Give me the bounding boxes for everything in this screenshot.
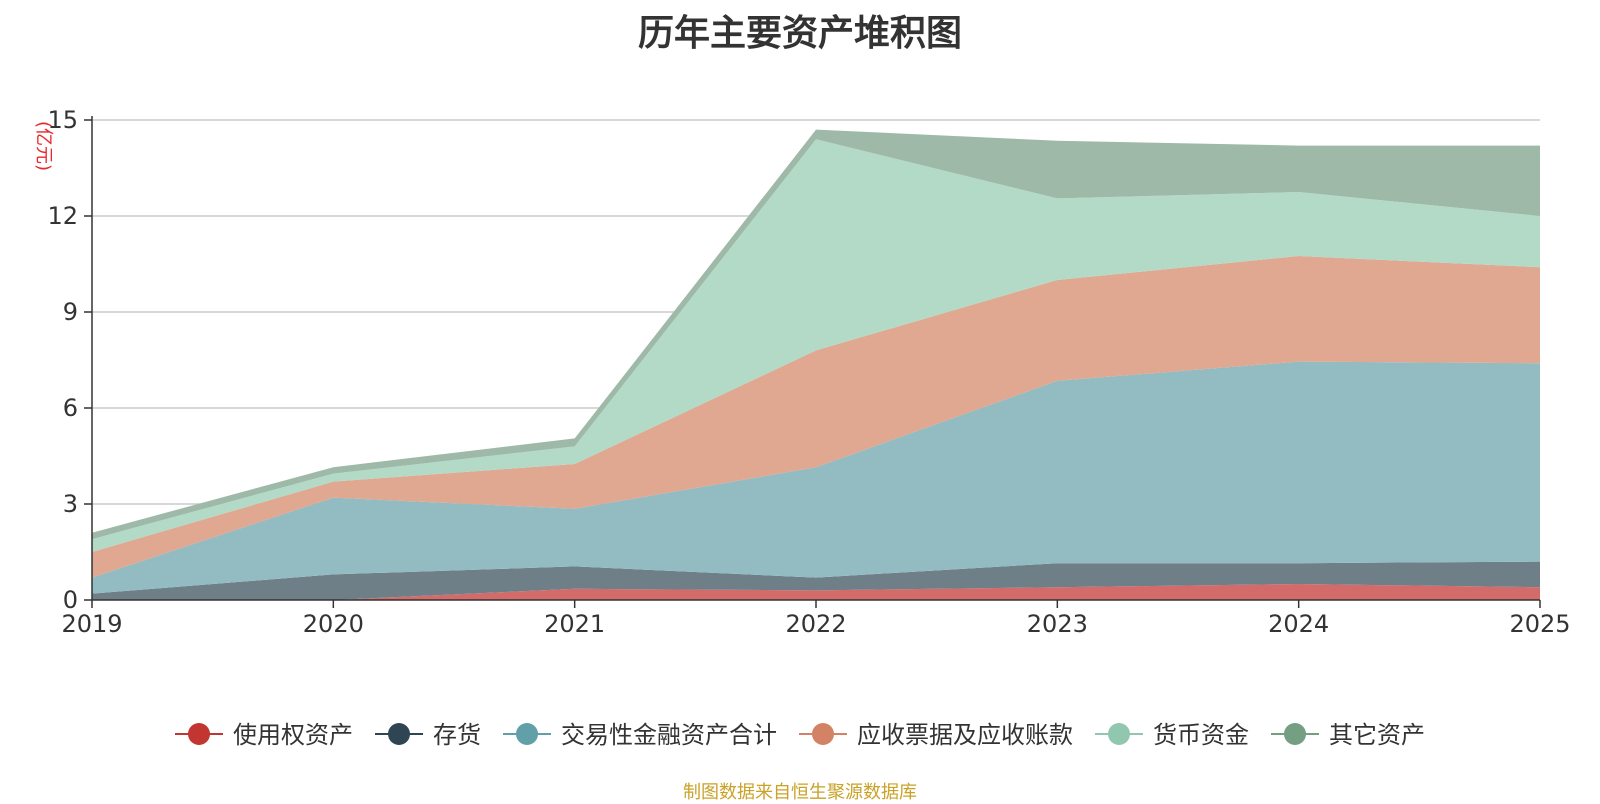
area-series-1: [92, 584, 1540, 600]
x-tick-label: 2021: [544, 610, 605, 638]
legend-item-5[interactable]: 货币资金: [1095, 721, 1249, 749]
y-tick-label: 9: [63, 298, 78, 326]
legend-item-2[interactable]: 存货: [375, 721, 481, 749]
y-tick-label: 3: [63, 490, 78, 518]
legend-marker: [1108, 723, 1130, 745]
legend-label: 交易性金融资产合计: [561, 721, 777, 749]
y-axis-unit-label: (亿元): [33, 121, 54, 171]
legend-marker: [188, 723, 210, 745]
source-note: 制图数据来自恒生聚源数据库: [683, 782, 917, 803]
y-tick-label: 6: [63, 394, 78, 422]
legend-item-6[interactable]: 其它资产: [1271, 721, 1425, 749]
area-series-6: [92, 129, 1540, 540]
legend-label: 货币资金: [1153, 721, 1249, 749]
y-tick-label: 15: [47, 106, 78, 134]
y-tick-label: 12: [47, 202, 78, 230]
area-series-5: [92, 139, 1540, 552]
legend-label: 存货: [433, 721, 481, 749]
legend-marker: [812, 723, 834, 745]
area-series-2: [92, 561, 1540, 600]
legend: 使用权资产 存货 交易性金融资产合计 应收票据及应收账款 货币资金 其它资产: [175, 721, 1425, 749]
legend-label: 使用权资产: [233, 721, 353, 749]
legend-label: 应收票据及应收账款: [857, 721, 1073, 749]
legend-item-3[interactable]: 交易性金融资产合计: [503, 721, 777, 749]
legend-marker: [1284, 723, 1306, 745]
x-tick-label: 2019: [61, 610, 122, 638]
x-tick-label: 2025: [1509, 610, 1570, 638]
y-tick-label: 0: [63, 586, 78, 614]
chart-title: 历年主要资产堆积图: [637, 13, 962, 54]
area-series: [92, 129, 1540, 600]
legend-marker: [516, 723, 538, 745]
legend-marker: [388, 723, 410, 745]
x-tick-label: 2020: [303, 610, 364, 638]
area-series-4: [92, 256, 1540, 578]
x-tick-label: 2023: [1027, 610, 1088, 638]
x-tick-label: 2022: [785, 610, 846, 638]
area-series-3: [92, 361, 1540, 594]
legend-label: 其它资产: [1329, 721, 1425, 749]
legend-item-1[interactable]: 使用权资产: [175, 721, 353, 749]
x-tick-label: 2024: [1268, 610, 1329, 638]
axes: (亿元) 0 3 6 9 12 15 2019 2020 2021 2022 2023 2024 202…: [33, 106, 1571, 638]
legend-item-4[interactable]: 应收票据及应收账款: [799, 721, 1073, 749]
